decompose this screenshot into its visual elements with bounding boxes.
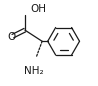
Text: O: O <box>8 32 16 42</box>
Text: NH₂: NH₂ <box>24 66 43 76</box>
Text: OH: OH <box>30 4 47 14</box>
